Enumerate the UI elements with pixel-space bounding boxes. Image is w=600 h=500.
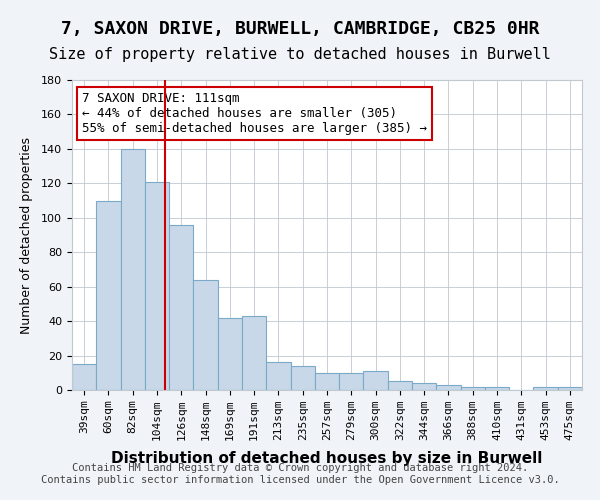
Bar <box>485 386 509 390</box>
Bar <box>315 373 339 390</box>
Bar <box>339 373 364 390</box>
Bar <box>121 149 145 390</box>
Bar <box>218 318 242 390</box>
Bar <box>169 224 193 390</box>
Bar <box>558 386 582 390</box>
Bar <box>364 371 388 390</box>
X-axis label: Distribution of detached houses by size in Burwell: Distribution of detached houses by size … <box>112 452 542 466</box>
Text: Size of property relative to detached houses in Burwell: Size of property relative to detached ho… <box>49 48 551 62</box>
Bar <box>436 385 461 390</box>
Y-axis label: Number of detached properties: Number of detached properties <box>20 136 33 334</box>
Bar <box>533 386 558 390</box>
Bar <box>242 316 266 390</box>
Bar <box>193 280 218 390</box>
Bar <box>96 200 121 390</box>
Bar <box>461 386 485 390</box>
Bar <box>266 362 290 390</box>
Bar <box>412 383 436 390</box>
Bar <box>145 182 169 390</box>
Bar <box>290 366 315 390</box>
Text: 7, SAXON DRIVE, BURWELL, CAMBRIDGE, CB25 0HR: 7, SAXON DRIVE, BURWELL, CAMBRIDGE, CB25… <box>61 20 539 38</box>
Text: 7 SAXON DRIVE: 111sqm
← 44% of detached houses are smaller (305)
55% of semi-det: 7 SAXON DRIVE: 111sqm ← 44% of detached … <box>82 92 427 136</box>
Bar <box>72 364 96 390</box>
Bar <box>388 382 412 390</box>
Text: Contains HM Land Registry data © Crown copyright and database right 2024.
Contai: Contains HM Land Registry data © Crown c… <box>41 464 559 485</box>
